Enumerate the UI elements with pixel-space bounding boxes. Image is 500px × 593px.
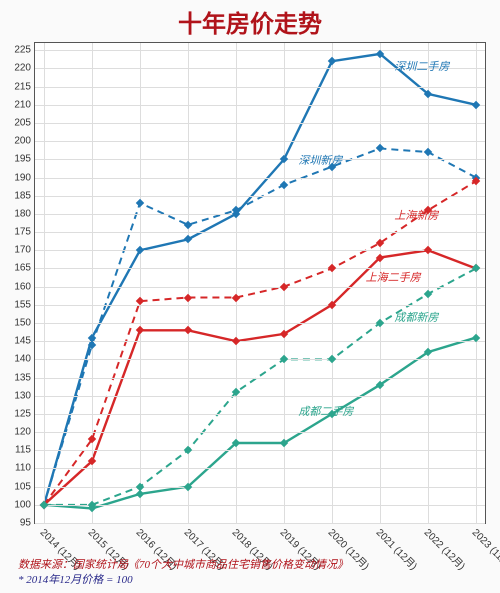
series-line [44, 181, 476, 505]
y-tick-label: 170 [14, 245, 35, 256]
y-tick-label: 160 [14, 281, 35, 292]
gridline-h [35, 396, 485, 397]
gridline-h [35, 196, 485, 197]
gridline-h [35, 287, 485, 288]
chart-footnote: 数据来源：国家统计局《70个大中城市商品住宅销售价格变动情况》 * 2014年1… [18, 558, 348, 588]
y-tick-label: 140 [14, 354, 35, 365]
gridline-v [44, 43, 45, 523]
y-tick-label: 190 [14, 172, 35, 183]
y-tick-label: 135 [14, 372, 35, 383]
y-tick-label: 180 [14, 208, 35, 219]
y-tick-label: 205 [14, 118, 35, 129]
y-tick-label: 220 [14, 63, 35, 74]
gridline-h [35, 105, 485, 106]
gridline-h [35, 178, 485, 179]
series-label: 成都新房 [394, 309, 438, 325]
gridline-h [35, 505, 485, 506]
y-tick-label: 215 [14, 81, 35, 92]
y-tick-label: 105 [14, 481, 35, 492]
y-tick-label: 130 [14, 390, 35, 401]
y-tick-label: 150 [14, 318, 35, 329]
gridline-h [35, 141, 485, 142]
gridline-h [35, 468, 485, 469]
gridline-h [35, 359, 485, 360]
gridline-h [35, 487, 485, 488]
y-tick-label: 200 [14, 136, 35, 147]
y-tick-label: 175 [14, 227, 35, 238]
y-tick-label: 95 [20, 518, 35, 529]
y-tick-label: 145 [14, 336, 35, 347]
series-label: 深圳二手房 [394, 58, 449, 74]
series-label: 深圳新房 [298, 152, 342, 168]
gridline-h [35, 50, 485, 51]
gridline-h [35, 232, 485, 233]
y-tick-label: 115 [15, 445, 35, 456]
gridline-h [35, 414, 485, 415]
gridline-v [140, 43, 141, 523]
gridline-h [35, 378, 485, 379]
y-tick-label: 225 [14, 45, 35, 56]
gridline-h [35, 432, 485, 433]
gridline-h [35, 87, 485, 88]
series-label: 上海新房 [394, 207, 438, 223]
gridline-v [236, 43, 237, 523]
gridline-h [35, 123, 485, 124]
footnote-source-label: 数据来源： [18, 559, 73, 571]
series-label: 成都二手房 [298, 403, 353, 419]
footnote-baseline: * 2014年12月价格 = 100 [18, 574, 133, 586]
y-tick-label: 110 [15, 463, 35, 474]
series-label: 上海二手房 [366, 269, 421, 285]
gridline-h [35, 250, 485, 251]
gridline-h [35, 305, 485, 306]
gridline-h [35, 523, 485, 524]
series-line [44, 148, 476, 504]
gridline-h [35, 341, 485, 342]
plot-area: 9510010511011512012513013514014515015516… [34, 42, 486, 524]
x-tick-label: 2023 (11月) [470, 524, 500, 571]
y-tick-label: 210 [14, 99, 35, 110]
y-tick-label: 100 [14, 499, 35, 510]
y-tick-label: 125 [14, 408, 35, 419]
series-line [44, 338, 476, 509]
x-tick-label: 2022 (12月) [422, 524, 470, 572]
gridline-v [332, 43, 333, 523]
y-tick-label: 155 [14, 299, 35, 310]
y-tick-label: 195 [14, 154, 35, 165]
y-tick-label: 120 [14, 427, 35, 438]
gridline-v [476, 43, 477, 523]
y-tick-label: 165 [14, 263, 35, 274]
gridline-h [35, 159, 485, 160]
gridline-v [428, 43, 429, 523]
gridline-v [92, 43, 93, 523]
footnote-source-text: 国家统计局《70个大中城市商品住宅销售价格变动情况》 [73, 559, 348, 571]
chart-title: 十年房价走势 [0, 4, 500, 39]
gridline-h [35, 450, 485, 451]
y-tick-label: 185 [14, 190, 35, 201]
chart-container: 十年房价走势 951001051101151201251301351401451… [0, 0, 500, 593]
x-tick-label: 2021 (12月) [374, 524, 422, 572]
